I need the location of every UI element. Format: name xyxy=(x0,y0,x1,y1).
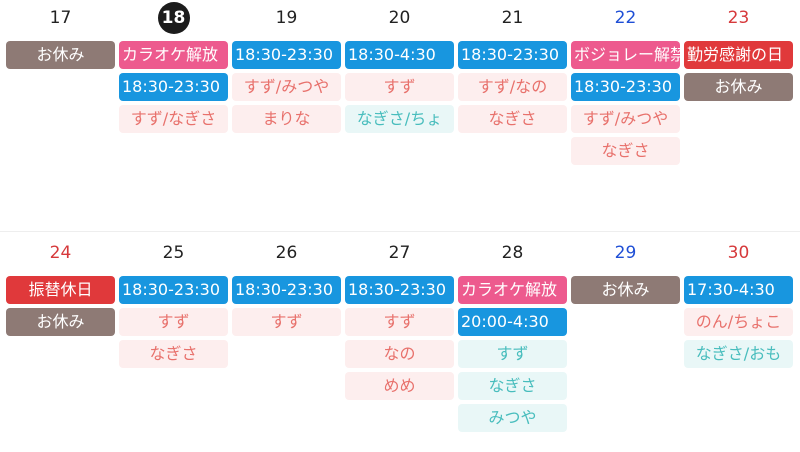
event-staff[interactable]: すず xyxy=(345,308,454,336)
day-cell[interactable]: 24 振替休日お休み xyxy=(6,232,115,340)
event-time[interactable]: 18:30-23:30 xyxy=(119,73,228,101)
day-number[interactable]: 22 xyxy=(614,8,637,28)
event-staff[interactable]: すず/なの xyxy=(458,73,567,101)
day-number[interactable]: 20 xyxy=(388,8,411,28)
day-number[interactable]: 27 xyxy=(388,243,411,263)
day-cell[interactable]: 18 カラオケ解放 18:30-23:30 すず/なぎさ xyxy=(119,0,228,137)
event-staff[interactable]: なぎさ xyxy=(119,340,228,368)
event-staff[interactable]: なぎさ xyxy=(458,105,567,133)
event-event[interactable]: カラオケ解放 xyxy=(458,276,567,304)
event-time[interactable]: 18:30-23:30 xyxy=(232,41,341,69)
day-number[interactable]: 18 xyxy=(157,2,190,34)
event-time[interactable]: 18:30-23:30 xyxy=(232,276,341,304)
day-cell[interactable]: 26 18:30-23:30 すず xyxy=(232,232,341,340)
day-cell[interactable]: 25 18:30-23:30 すずなぎさ xyxy=(119,232,228,372)
day-number[interactable]: 17 xyxy=(49,8,72,28)
event-time[interactable]: 17:30-4:30 xyxy=(684,276,793,304)
event-staff[interactable]: すず xyxy=(119,308,228,336)
event-staff2[interactable]: なぎさ/おも xyxy=(684,340,793,368)
event-time[interactable]: 18:30-23:30 xyxy=(458,41,567,69)
event-off[interactable]: お休み xyxy=(6,308,115,336)
day-number[interactable]: 21 xyxy=(501,8,524,28)
event-time[interactable]: 18:30-23:30 xyxy=(345,276,454,304)
event-staff[interactable]: すず/なぎさ xyxy=(119,105,228,133)
day-number[interactable]: 25 xyxy=(162,243,185,263)
event-off[interactable]: お休み xyxy=(6,41,115,69)
event-staff[interactable]: なの xyxy=(345,340,454,368)
event-off[interactable]: お休み xyxy=(571,276,680,304)
day-cell[interactable]: 22 ボジョレー解禁 18:30-23:30 すず/みつや なぎさ xyxy=(571,0,680,169)
day-cell[interactable]: 27 18:30-23:30 すずなのめめ xyxy=(345,232,454,404)
event-staff[interactable]: すず/みつや xyxy=(232,73,341,101)
event-time[interactable]: 18:30-23:30 xyxy=(571,73,680,101)
event-staff[interactable]: すず xyxy=(232,308,341,336)
event-holiday[interactable]: 振替休日 xyxy=(6,276,115,304)
event-event[interactable]: カラオケ解放 xyxy=(119,41,228,69)
event-staff[interactable]: まりな xyxy=(232,105,341,133)
day-cell[interactable]: 23 勤労感謝の日 お休み xyxy=(684,0,793,105)
event-staff2[interactable]: すず xyxy=(458,340,567,368)
event-staff2[interactable]: みつや xyxy=(458,404,567,432)
event-staff[interactable]: のん/ちょこ xyxy=(684,308,793,336)
day-cell[interactable]: 19 18:30-23:30 すず/みつや まりな xyxy=(232,0,341,137)
day-cell[interactable]: 21 18:30-23:30 すず/なのなぎさ xyxy=(458,0,567,137)
day-cell[interactable]: 30 17:30-4:30 のん/ちょこ なぎさ/おも xyxy=(684,232,793,372)
event-staff2[interactable]: なぎさ xyxy=(458,372,567,400)
day-cell[interactable]: 29 お休み xyxy=(571,232,680,308)
event-staff[interactable]: すず/みつや xyxy=(571,105,680,133)
event-time[interactable]: 18:30-4:30 xyxy=(345,41,454,69)
week-row: 17 お休み 18 カラオケ解放 18:30-23:30 すず/なぎさ 19 18:30-23… xyxy=(6,0,793,169)
event-staff[interactable]: めめ xyxy=(345,372,454,400)
event-off[interactable]: お休み xyxy=(684,73,793,101)
event-time[interactable]: 18:30-23:30 xyxy=(119,276,228,304)
event-staff2[interactable]: なぎさ/ちょ xyxy=(345,105,454,133)
day-number[interactable]: 19 xyxy=(275,8,298,28)
week-row: 24 振替休日 お休み 25 18:30-23:30 すず なぎさ 26 18:30-23:30… xyxy=(0,231,800,452)
day-number[interactable]: 28 xyxy=(501,243,524,263)
day-cell[interactable]: 20 18:30-4:30 すずなぎさ/ちょ xyxy=(345,0,454,137)
day-number[interactable]: 24 xyxy=(49,243,72,263)
day-cell[interactable]: 28 カラオケ解放 20:00-4:30 すずなぎさみつや xyxy=(458,232,567,436)
day-number[interactable]: 23 xyxy=(727,8,750,28)
event-event[interactable]: ボジョレー解禁 xyxy=(571,41,680,69)
event-staff[interactable]: なぎさ xyxy=(571,137,680,165)
day-cell[interactable]: 17 お休み xyxy=(6,0,115,73)
event-staff[interactable]: すず xyxy=(345,73,454,101)
event-time[interactable]: 20:00-4:30 xyxy=(458,308,567,336)
day-number[interactable]: 30 xyxy=(727,243,750,263)
day-number[interactable]: 26 xyxy=(275,243,298,263)
event-holiday[interactable]: 勤労感謝の日 xyxy=(684,41,793,69)
day-number[interactable]: 29 xyxy=(614,243,637,263)
